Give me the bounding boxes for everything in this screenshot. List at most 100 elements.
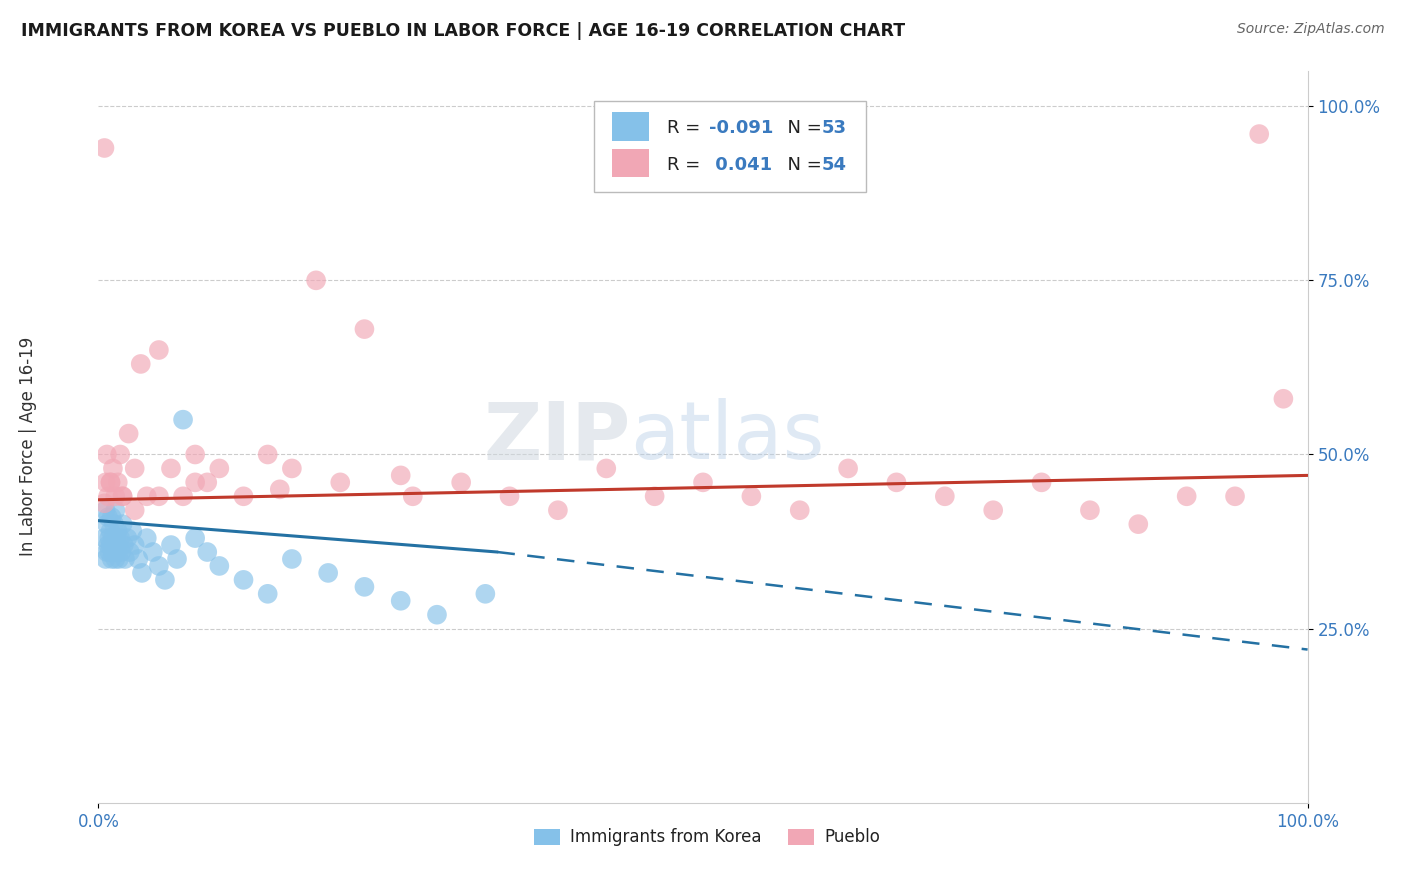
FancyBboxPatch shape	[787, 830, 814, 846]
Point	[107, 524, 129, 538]
Point	[104, 489, 127, 503]
Point	[103, 538, 125, 552]
Point	[94, 503, 117, 517]
Point	[129, 357, 152, 371]
Point	[111, 489, 134, 503]
Point	[160, 461, 183, 475]
Point	[105, 531, 128, 545]
Point	[1223, 489, 1246, 503]
Point	[104, 552, 127, 566]
Point	[94, 552, 117, 566]
Text: Immigrants from Korea: Immigrants from Korea	[569, 828, 762, 847]
Point	[101, 531, 124, 545]
Point	[100, 510, 122, 524]
Point	[98, 531, 121, 545]
Point	[184, 475, 207, 490]
Point	[96, 545, 118, 559]
Point	[118, 545, 141, 559]
Text: -0.091: -0.091	[709, 120, 773, 137]
Point	[111, 489, 134, 503]
Point	[316, 566, 339, 580]
Point	[107, 538, 129, 552]
Point	[100, 538, 122, 552]
Point	[112, 538, 135, 552]
Point	[160, 538, 183, 552]
Point	[269, 483, 291, 497]
Point	[595, 461, 617, 475]
Point	[498, 489, 520, 503]
Point	[153, 573, 176, 587]
Point	[131, 566, 153, 580]
Point	[256, 448, 278, 462]
Point	[208, 461, 231, 475]
Point	[353, 580, 375, 594]
Point	[740, 489, 762, 503]
Point	[934, 489, 956, 503]
Point	[281, 461, 304, 475]
Point	[547, 503, 569, 517]
Text: R =: R =	[666, 156, 706, 174]
Point	[124, 538, 146, 552]
Point	[886, 475, 908, 490]
Text: 53: 53	[821, 120, 846, 137]
Point	[101, 545, 124, 559]
Point	[107, 475, 129, 490]
Point	[1175, 489, 1198, 503]
Text: N =: N =	[776, 156, 827, 174]
Point	[232, 573, 254, 587]
Point	[1128, 517, 1150, 532]
Point	[117, 531, 139, 545]
Point	[1249, 127, 1271, 141]
Point	[124, 461, 146, 475]
Text: 54: 54	[821, 156, 846, 174]
Point	[837, 461, 859, 475]
Point	[110, 545, 132, 559]
Point	[100, 475, 122, 490]
Point	[100, 552, 122, 566]
Text: IMMIGRANTS FROM KOREA VS PUEBLO IN LABOR FORCE | AGE 16-19 CORRELATION CHART: IMMIGRANTS FROM KOREA VS PUEBLO IN LABOR…	[21, 22, 905, 40]
Point	[142, 545, 165, 559]
Point	[402, 489, 425, 503]
Point	[172, 412, 194, 426]
Point	[644, 489, 666, 503]
Point	[166, 552, 188, 566]
Point	[1078, 503, 1101, 517]
Point	[96, 448, 118, 462]
Text: 0.041: 0.041	[709, 156, 772, 174]
Point	[93, 496, 115, 510]
Point	[148, 489, 170, 503]
Point	[114, 552, 136, 566]
Point	[100, 475, 122, 490]
Point	[135, 531, 157, 545]
Point	[101, 461, 124, 475]
Point	[426, 607, 449, 622]
Point	[103, 517, 125, 532]
Text: ZIP: ZIP	[484, 398, 630, 476]
Point	[148, 558, 170, 573]
Point	[94, 475, 117, 490]
Point	[389, 468, 412, 483]
Point	[124, 503, 146, 517]
Point	[108, 531, 131, 545]
Text: Pueblo: Pueblo	[824, 828, 880, 847]
Point	[172, 489, 194, 503]
Point	[97, 510, 120, 524]
Point	[256, 587, 278, 601]
FancyBboxPatch shape	[613, 112, 648, 141]
Point	[184, 448, 207, 462]
Point	[97, 538, 120, 552]
Point	[148, 343, 170, 357]
Point	[93, 531, 115, 545]
Point	[195, 545, 218, 559]
Point	[281, 552, 304, 566]
Point	[104, 503, 127, 517]
Point	[789, 503, 811, 517]
Point	[108, 552, 131, 566]
Point	[208, 558, 231, 573]
Point	[97, 489, 120, 503]
Point	[100, 524, 122, 538]
Point	[108, 448, 131, 462]
Point	[389, 594, 412, 608]
Point	[692, 475, 714, 490]
Point	[93, 141, 115, 155]
